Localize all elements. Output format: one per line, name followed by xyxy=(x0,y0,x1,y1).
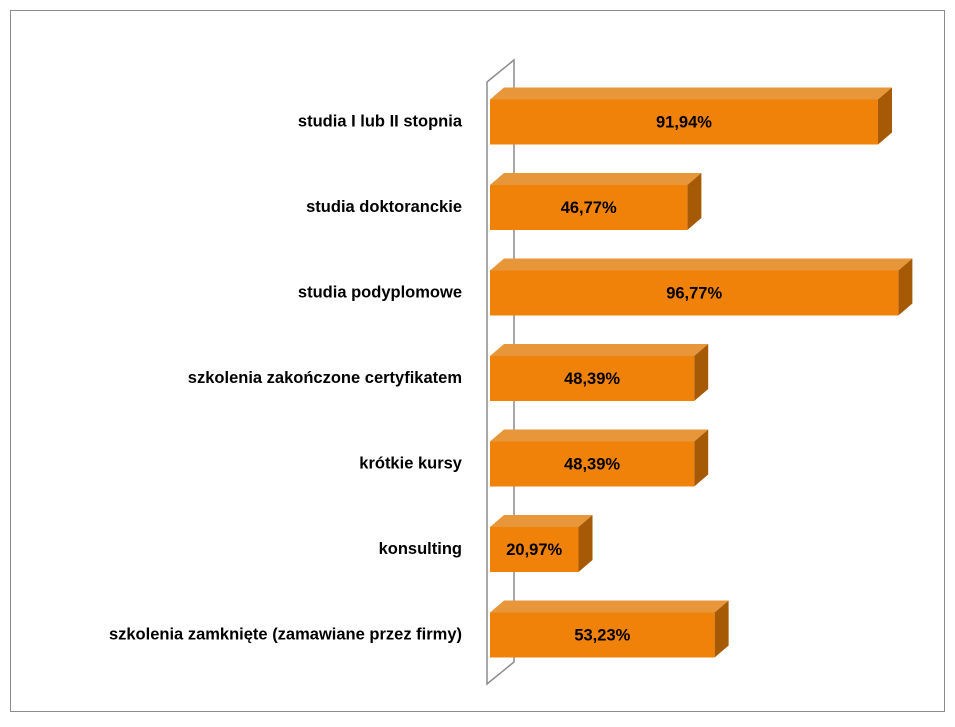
bar xyxy=(490,99,878,145)
bar-side xyxy=(694,344,709,401)
bar-side xyxy=(578,515,593,572)
bar-top xyxy=(490,429,709,442)
bar xyxy=(490,270,899,316)
y-tick-label: studia doktoranckie xyxy=(306,198,462,216)
bar-top xyxy=(490,258,913,271)
data-label: 91,94% xyxy=(656,113,712,131)
y-tick-label: szkolenia zamknięte (zamawiane przez fir… xyxy=(109,625,462,643)
y-tick-label: konsulting xyxy=(379,540,462,558)
y-tick-label: studia podyplomowe xyxy=(298,283,462,301)
bar xyxy=(490,356,695,401)
bar xyxy=(490,441,695,487)
data-label: 20,97% xyxy=(506,541,562,559)
data-label: 53,23% xyxy=(574,626,630,644)
bar-top xyxy=(490,515,593,527)
bar xyxy=(490,527,579,572)
bar-side xyxy=(877,87,892,145)
bar-top xyxy=(490,87,892,100)
data-label: 48,39% xyxy=(564,455,620,473)
bar-side xyxy=(898,258,913,316)
bar-side xyxy=(687,173,702,230)
y-tick-label: krótkie kursy xyxy=(359,454,463,472)
bar-side xyxy=(714,600,729,658)
bar-side xyxy=(694,429,709,487)
bar xyxy=(490,185,688,230)
data-label: 48,39% xyxy=(564,370,620,388)
data-label: 46,77% xyxy=(561,199,617,217)
bar-top xyxy=(490,344,709,356)
y-tick-label: szkolenia zakończone certyfikatem xyxy=(188,369,462,387)
y-tick-label: studia I lub II stopnia xyxy=(298,112,463,130)
bar-top xyxy=(490,173,702,185)
data-label: 96,77% xyxy=(666,284,722,302)
bar-top xyxy=(490,600,729,613)
bar xyxy=(490,612,715,658)
